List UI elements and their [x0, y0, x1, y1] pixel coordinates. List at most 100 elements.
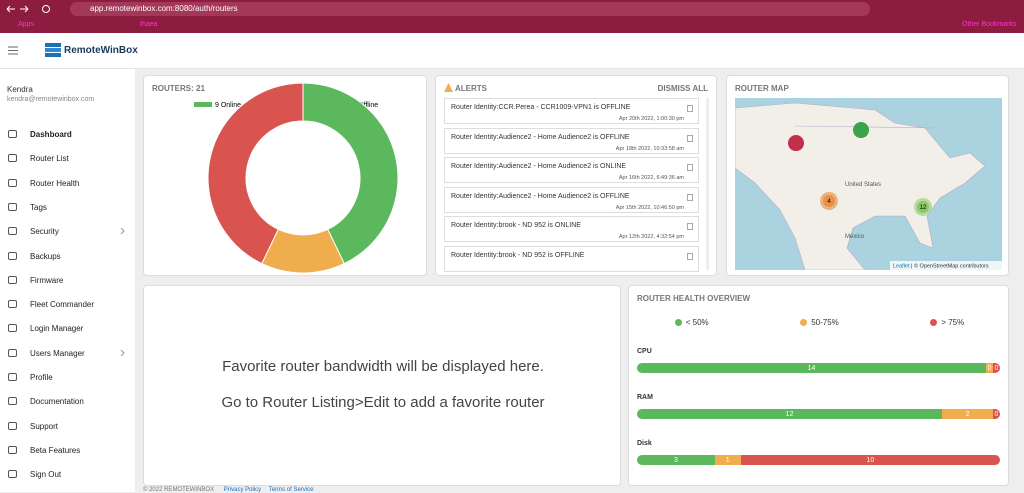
menu-icon[interactable]	[8, 46, 18, 55]
map-label: United States	[845, 182, 881, 188]
row-label: RAM	[637, 394, 653, 401]
nav-icon	[8, 373, 17, 381]
bar-segment: 3	[637, 455, 715, 465]
placeholder-text: Favorite router bandwidth will be displa…	[222, 358, 544, 375]
nav-icon	[8, 202, 17, 211]
logo-text: RemoteWinBox	[64, 45, 138, 56]
bar-segment: 10	[740, 455, 1000, 465]
nav-icon	[8, 470, 17, 479]
nav-item[interactable]: Router List	[30, 154, 69, 164]
nav-item[interactable]: Sign Out	[30, 470, 62, 480]
nav-buttons[interactable]	[4, 3, 64, 15]
scrollbar[interactable]	[706, 98, 709, 270]
alerts-card: ALERTS DISMISS ALL Router Identity:CCR.P…	[435, 75, 717, 276]
alert-item[interactable]: Router Identity:Audience2 - Home Audienc…	[444, 157, 699, 183]
nav-icon	[8, 154, 17, 163]
nav-item[interactable]: Users Manager	[30, 348, 85, 358]
chevron	[120, 349, 125, 356]
donut-segment	[302, 82, 399, 265]
footer-link[interactable]: Terms of Service	[268, 487, 314, 493]
legend-item: 50-75%	[800, 318, 839, 327]
chevron-path	[120, 228, 125, 235]
delete-icon[interactable]	[687, 223, 693, 230]
app-header: RemoteWinBox	[0, 33, 1024, 69]
health-card: ROUTER HEALTH OVERVIEW < 50% 50-75% > 75% C…	[628, 285, 1009, 486]
nav-item[interactable]: Profile	[30, 373, 53, 382]
bookmark[interactable]: Other Bookmarks	[962, 21, 1017, 28]
nav-item[interactable]: Support	[30, 421, 59, 431]
card-title: ROUTERS: 21	[152, 84, 205, 93]
alert-item[interactable]: Router Identity:Audience2 - Home Audienc…	[444, 127, 699, 154]
nav-item[interactable]: Tags	[30, 202, 47, 212]
alert-item[interactable]: Router Identity:CCR.Perea - CCR1009-VPN1…	[444, 98, 699, 124]
logo-icon	[45, 43, 61, 57]
alert-date: Apr 20th 2022, 1:00:30 pm	[618, 116, 684, 122]
alert-item[interactable]: Router Identity:brook - ND 952 is OFFLIN…	[444, 245, 699, 272]
cluster-label[interactable]: 4	[827, 199, 831, 205]
legend-dot	[674, 319, 682, 326]
dismiss-all[interactable]: DISMISS ALL	[657, 84, 708, 93]
alert-text: Router Identity:CCR.Perea - CCR1009-VPN1…	[451, 104, 631, 111]
bar-segment: 12	[637, 409, 943, 419]
legend: < 50% 50-75% > 75%	[629, 318, 1010, 327]
alert-date: Apr 12th 2022, 4:32:54 pm	[618, 234, 684, 240]
legend-item: < 50%	[674, 318, 709, 327]
delete-icon[interactable]	[687, 134, 693, 142]
nav-item[interactable]: Firmware	[30, 275, 64, 285]
stacked-bar: 12 2 0	[637, 409, 1000, 419]
address-bar[interactable]	[70, 2, 870, 16]
alert-date: Apr 16th 2022, 6:49:36 am	[618, 175, 684, 181]
alert-text: Router Identity:brook - ND 952 is ONLINE	[451, 222, 581, 229]
nav-item[interactable]: Fleet Commander	[30, 300, 95, 310]
alert-text: Router Identity:Audience2 - Home Audienc…	[451, 192, 630, 200]
bar-segment: 0	[986, 363, 993, 373]
map[interactable]: United States México 4 12 Leaflet | © Op…	[735, 98, 1002, 270]
nav-icon	[8, 178, 17, 187]
nav-icon	[8, 275, 17, 284]
legend-label: > 75%	[941, 318, 965, 327]
nav-item[interactable]: Router Health	[30, 178, 80, 188]
card-title: ROUTER HEALTH OVERVIEW	[637, 294, 751, 303]
chevron-path	[120, 349, 125, 356]
nav-item[interactable]: Backups	[30, 251, 61, 261]
legend-label: 50-75%	[811, 318, 839, 327]
attribution: | © OpenStreetMap contributors	[911, 263, 989, 270]
alert-item[interactable]: Router Identity:brook - ND 952 is ONLINE…	[444, 216, 699, 242]
footer-link[interactable]: Privacy Policy	[223, 487, 262, 493]
browser-chrome: app.remotewinbox.com:8080/auth/routers A…	[0, 0, 1024, 33]
row-label: CPU	[637, 348, 652, 355]
bar-segment: 0	[993, 363, 1000, 373]
copyright: © 2022 REMOTEWINBOX	[143, 487, 215, 493]
nav-icon	[8, 251, 17, 260]
delete-icon[interactable]	[687, 164, 693, 171]
alert-text: Router Identity:Audience2 - Home Audienc…	[451, 163, 627, 170]
alert-item[interactable]: Router Identity:Audience2 - Home Audienc…	[444, 186, 699, 213]
footer: © 2022 REMOTEWINBOX Privacy Policy Terms…	[143, 487, 313, 493]
nav-item[interactable]: Security	[30, 227, 59, 237]
delete-icon[interactable]	[687, 252, 693, 260]
legend-item: > 75%	[930, 318, 964, 327]
cluster-label[interactable]: 12	[920, 205, 927, 211]
alert-date: Apr 15th 2022, 10:46:50 pm	[615, 204, 684, 211]
sidebar: Kendra kendra@remotewinbox.com Dashboard…	[0, 69, 135, 492]
bookmark[interactable]: thaea	[140, 21, 158, 28]
row-label: Disk	[637, 440, 652, 447]
delete-icon[interactable]	[687, 193, 693, 201]
nav-item[interactable]: Documentation	[30, 397, 84, 407]
delete-icon[interactable]	[687, 105, 693, 112]
attribution-link[interactable]: Leaflet	[893, 264, 910, 270]
stacked-bar: 14 0 0	[637, 363, 1000, 373]
legend-dot	[800, 319, 808, 326]
bar-segment: 0	[993, 409, 1000, 419]
donut-chart: 9 Online3 Permission Issue9 Offline	[194, 82, 399, 274]
legend-swatch	[194, 102, 212, 107]
bar-segment: 1	[714, 455, 741, 465]
legend-dot	[930, 319, 938, 326]
chevron	[120, 228, 125, 235]
bookmark[interactable]: Apps	[18, 21, 34, 28]
user-name: Kendra	[7, 85, 33, 94]
nav-item[interactable]: Beta Features	[30, 445, 81, 455]
nav-icon	[8, 130, 17, 138]
nav-item[interactable]: Login Manager	[30, 324, 84, 334]
nav-item[interactable]: Dashboard	[30, 130, 72, 139]
